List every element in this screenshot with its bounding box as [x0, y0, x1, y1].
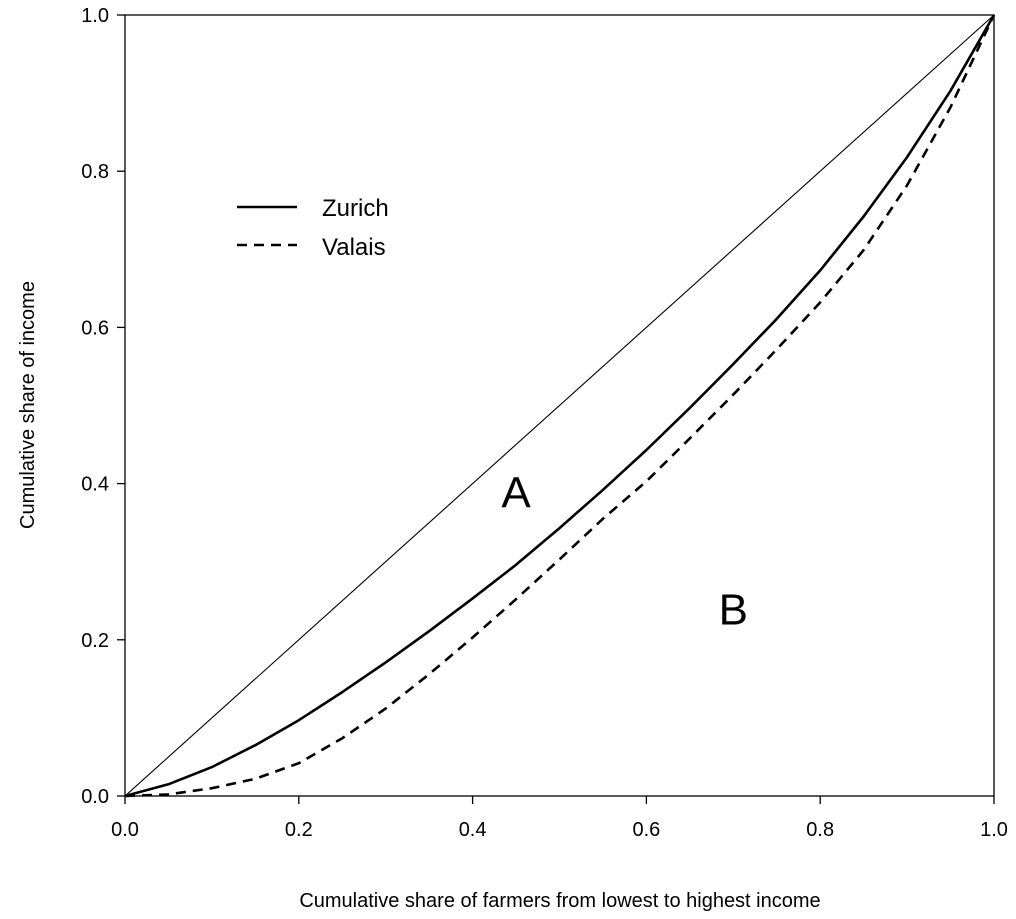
y-ticks: 0.0 0.2 0.4 0.6 0.8 1.0 [81, 5, 125, 808]
equality-line [124, 14, 995, 797]
legend-label-zurich: Zurich [322, 195, 389, 222]
y-tick-label: 0.8 [81, 161, 109, 183]
x-tick-label: 1.0 [980, 819, 1008, 841]
region-annotations: AB [501, 468, 748, 634]
y-tick-label: 0.4 [81, 474, 109, 496]
y-axis-label: Cumulative share of income [17, 281, 39, 529]
x-ticks: 0.0 0.2 0.4 0.6 0.8 1.0 [111, 796, 1008, 841]
x-tick-label: 0.0 [111, 819, 139, 841]
x-tick-label: 0.2 [285, 819, 313, 841]
region-label-a: A [501, 468, 531, 517]
series-lines [124, 14, 996, 798]
plot-frame [124, 14, 995, 797]
y-tick-label: 0.0 [81, 786, 109, 808]
legend: Zurich Valais [237, 195, 389, 261]
legend-label-valais: Valais [322, 234, 386, 261]
x-axis-label: Cumulative share of farmers from lowest … [299, 890, 820, 912]
x-tick-label: 0.8 [806, 819, 834, 841]
axes [124, 14, 995, 797]
y-tick-label: 0.6 [81, 317, 109, 339]
y-tick-label: 1.0 [81, 5, 109, 27]
x-tick-label: 0.4 [459, 819, 487, 841]
series-line-zurich [124, 14, 996, 798]
y-tick-label: 0.2 [81, 630, 109, 652]
series-line-valais [124, 14, 996, 798]
x-tick-label: 0.6 [632, 819, 660, 841]
region-label-b: B [719, 586, 748, 635]
